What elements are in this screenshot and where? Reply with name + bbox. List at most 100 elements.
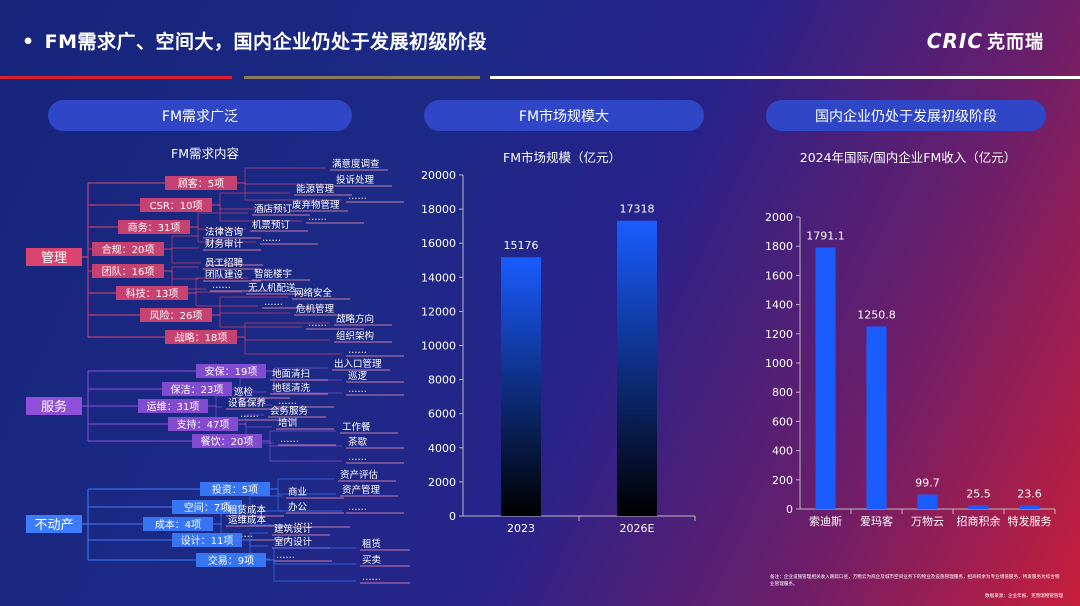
y-tick-label: 400: [772, 445, 793, 458]
bar: [1019, 505, 1040, 509]
tree-root-label: 管理: [41, 251, 67, 266]
tree-leaf-label: 机票预订: [252, 219, 291, 231]
x-tick-label: 招商积余: [957, 514, 1001, 528]
tree-child-label: 战略：18项: [175, 331, 228, 344]
tree-leaf-link: [232, 388, 272, 406]
tree-leaf-link: [164, 270, 199, 280]
tree-leaf-label: ……: [348, 502, 367, 513]
tree-leaf-link: [270, 488, 342, 512]
y-tick-label: 1200: [765, 328, 793, 341]
tree-leaf-label: 网络安全: [294, 287, 333, 299]
market-size-chart: FM市场规模（亿元） 0 2000 4000 6000 8000 10000 12000 140…: [421, 150, 696, 535]
tree-child-label: 设计：11项: [181, 534, 234, 547]
tree-leaf-label: 巡逻: [348, 371, 368, 382]
bar: [866, 326, 887, 509]
tree-child-box: [140, 308, 212, 322]
tree-child-box: [165, 176, 237, 190]
tree-child-box: [172, 533, 242, 547]
y-tick-label: 1000: [765, 357, 793, 370]
tree-leaf-link: [266, 370, 342, 394]
tree-leaf-label: 培训: [278, 417, 297, 429]
tree-leaf-label: 满意度调查: [332, 158, 380, 170]
tree-child-label: 团队：16项: [102, 265, 155, 278]
bar-value-label: 99.7: [915, 476, 940, 489]
tree-child-label: 科技：13项: [126, 287, 179, 300]
tree-child-label: 风险：26项: [150, 309, 203, 322]
y-tick-label: 14000: [421, 271, 456, 284]
tree-leaf-label: 资产评估: [340, 469, 379, 481]
tree-child-label: 餐饮：20项: [201, 435, 254, 448]
tree-leaf-label: 无人机配送: [248, 282, 296, 294]
chart-title: FM市场规模（亿元）: [503, 150, 621, 165]
tree-leaf-label: ……: [264, 297, 283, 308]
y-tick-label: 6000: [428, 408, 456, 421]
x-tick-label: 索迪斯: [809, 514, 842, 528]
tree-child-box: [118, 220, 190, 234]
tree-child-box: [196, 364, 266, 378]
tree-child-box: [172, 500, 242, 514]
y-tick-label: 1400: [765, 299, 793, 312]
divider-red: [0, 76, 232, 79]
tree-leaf-label: 会务服务: [270, 405, 309, 417]
page-title: • FM需求广、空间大，国内企业仍处于发展初级阶段: [22, 27, 487, 54]
logo-en: CRIC: [926, 29, 983, 53]
tree-leaf-label: ……: [207, 254, 226, 265]
tree-leaf-label: 组织架构: [336, 330, 374, 342]
tree-leaf-link: [237, 182, 342, 201]
y-tick-label: 2000: [765, 211, 793, 224]
tree-leaf-label: 法律咨询: [205, 226, 243, 238]
logo-cn: 克而瑞: [987, 32, 1044, 53]
tree-child-box: [196, 553, 266, 567]
tree-branch-0: 管理顾客：5项满意度调查投诉处理……CSR：10项能源管理废弃物管理……商务：3…: [26, 158, 404, 357]
tree-leaf-label: 设备保养: [228, 397, 267, 409]
tree-leaf-label: 买卖: [362, 555, 381, 566]
bar: [968, 505, 989, 509]
tree-leaf-link: [190, 212, 248, 228]
tree-leaf-link: [164, 266, 199, 272]
tree-leaf-label: 地毯清洗: [272, 382, 311, 394]
title-text: FM需求广、空间大，国内企业仍处于发展初级阶段: [44, 31, 488, 53]
tree-child-box: [140, 198, 212, 212]
tree-child-box: [200, 482, 270, 496]
bar: [917, 494, 938, 509]
footnote: 备注：企业设施管理相关收入跟踪口径，万物云为商企及城市空间业务下的物业及设施管理…: [770, 575, 1060, 587]
tree-child-label: 运维：31项: [147, 400, 200, 413]
y-tick-label: 20000: [421, 169, 456, 182]
tree-leaf-label: 危机管理: [296, 303, 335, 315]
tree-child-label: 投资：5项: [212, 483, 258, 496]
section-pill-demand: FM需求广泛: [48, 100, 352, 131]
tree-root-box: [26, 248, 82, 266]
bar: [617, 220, 657, 517]
tree-leaf-label: 废弃物管理: [292, 199, 340, 211]
tree-child-label: 合规：20项: [102, 243, 155, 256]
tree-child-box: [116, 286, 188, 300]
tree-leaf-label: ……: [294, 516, 313, 527]
chart-title: 2024年国际/国内企业FM收入（亿元）: [800, 150, 1017, 165]
tree-leaf-label: ……: [262, 233, 281, 244]
tree-leaf-label: ……: [234, 529, 253, 540]
y-tick-label: 4000: [428, 442, 456, 455]
y-tick-label: 200: [772, 474, 793, 487]
tree-leaf-label: 运维成本: [228, 514, 267, 526]
x-tick-label: 2026E: [620, 522, 655, 535]
tree-child-label: 成本：4项: [155, 518, 201, 531]
tree-child-label: 保洁：23项: [171, 383, 224, 396]
tree-leaf-link: [237, 336, 330, 341]
tree-leaf-link: [212, 314, 302, 328]
tree-child-box: [92, 264, 164, 278]
tree-leaf-label: 工作餐: [342, 421, 371, 433]
tree-leaf-label: ……: [348, 191, 367, 202]
bar-value-label: 23.6: [1017, 488, 1042, 501]
tree-child-label: 空间：7项: [184, 501, 230, 514]
section-pill-stage: 国内企业仍处于发展初级阶段: [766, 100, 1046, 131]
y-tick-label: 1600: [765, 269, 793, 282]
tree-leaf-label: 资产管理: [342, 484, 381, 496]
pill-label: 国内企业仍处于发展初级阶段: [815, 108, 997, 125]
tree-leaf-link: [242, 539, 268, 547]
tree-child-label: 商务：31项: [128, 221, 181, 234]
tree-leaf-link: [238, 423, 272, 428]
tree-child-box: [92, 242, 164, 256]
y-tick-label: 0: [449, 510, 456, 523]
y-tick-label: 8000: [428, 374, 456, 387]
